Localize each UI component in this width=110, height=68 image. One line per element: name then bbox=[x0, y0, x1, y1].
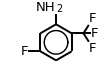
Text: 2: 2 bbox=[56, 4, 63, 14]
Text: NH: NH bbox=[36, 1, 56, 14]
Text: F: F bbox=[89, 12, 96, 25]
Text: F: F bbox=[89, 42, 96, 55]
Text: F: F bbox=[91, 27, 99, 40]
Text: F: F bbox=[21, 45, 29, 58]
